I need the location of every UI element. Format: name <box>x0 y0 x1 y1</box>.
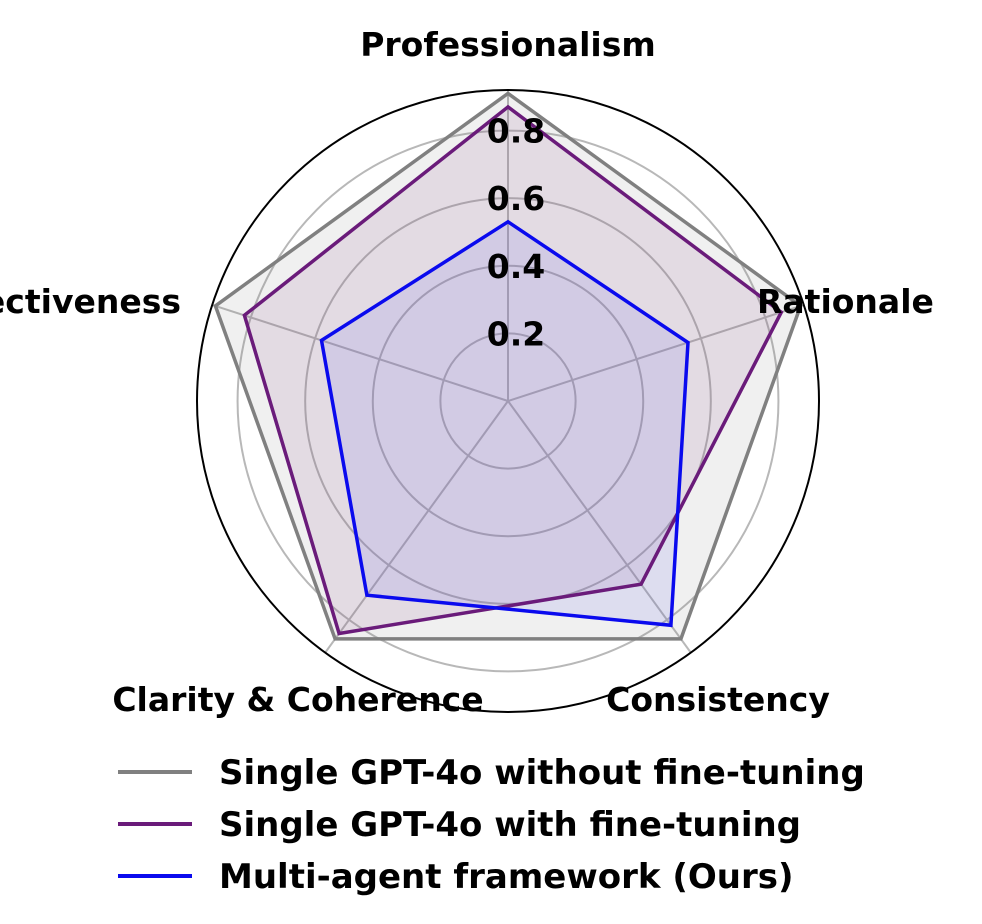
series-fill-3 <box>321 221 688 626</box>
r-tick-label-2: 0.4 <box>487 247 545 286</box>
grid-spoke-clarity-coherence <box>324 400 509 654</box>
grid-layer <box>196 89 820 713</box>
legend: Single GPT-4o without fine-tuning Single … <box>118 753 865 897</box>
r-tick-label-4: 0.8 <box>487 112 545 151</box>
series-line-layer <box>213 91 803 641</box>
grid-spoke-consistency <box>507 400 692 654</box>
axis-label-objectiveness: Objectiveness <box>0 282 181 321</box>
grid-spoke-objectiveness <box>211 303 509 402</box>
series-line-3 <box>319 219 690 628</box>
series-fill-2 <box>244 106 782 634</box>
grid-spoke-rationale <box>507 303 805 402</box>
legend-label-2: Single GPT-4o with fine-tuning <box>219 805 801 845</box>
legend-label-3: Multi-agent framework (Ours) <box>219 857 794 897</box>
r-tick-label-3: 0.6 <box>487 179 545 218</box>
series-line-1 <box>213 91 803 641</box>
series-fill-layer <box>215 93 801 639</box>
tick-label-layer: 0.2 0.4 0.6 0.8 <box>487 112 545 354</box>
legend-label-1: Single GPT-4o without fine-tuning <box>219 753 865 793</box>
outer-frame <box>196 89 820 713</box>
series-fill-1 <box>215 93 801 639</box>
axis-label-consistency: Consistency <box>606 680 830 719</box>
r-tick-label-1: 0.2 <box>487 314 545 353</box>
axis-label-professionalism: Professionalism <box>360 25 656 64</box>
axis-label-rationale: Rationale <box>757 282 934 321</box>
axis-label-clarity-coherence: Clarity & Coherence <box>112 680 483 719</box>
axis-label-layer: Professionalism Rationale Consistency Clari… <box>0 25 934 719</box>
